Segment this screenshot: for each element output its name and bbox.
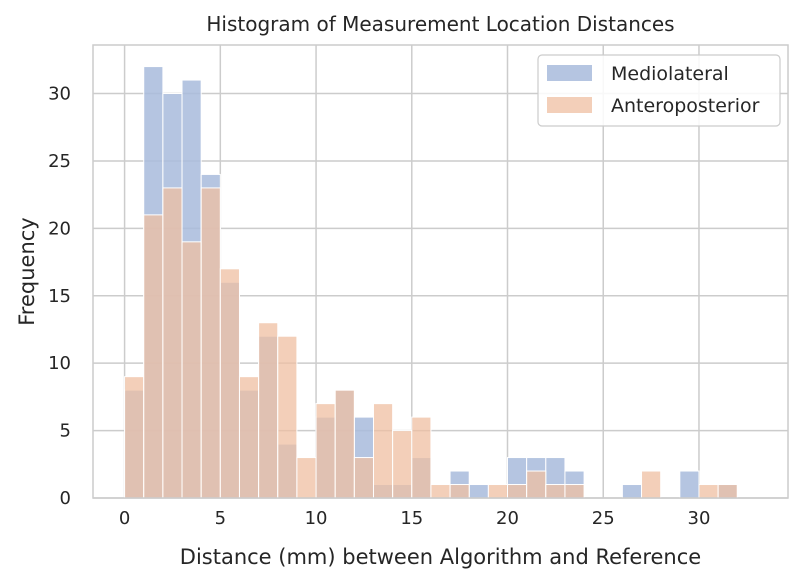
bar-anteroposterior <box>219 268 240 499</box>
legend-label-anteroposterior: Anteroposterior <box>611 95 760 117</box>
y-tick-label: 15 <box>48 286 71 307</box>
bar-anteroposterior <box>238 376 260 499</box>
y-tick-label: 20 <box>48 218 71 239</box>
y-tick-label: 5 <box>60 421 71 442</box>
bar-mediolateral <box>621 484 643 499</box>
x-axis-label: Distance (mm) between Algorithm and Refe… <box>180 545 701 569</box>
x-tick-label: 20 <box>496 508 519 529</box>
bar-anteroposterior <box>411 416 432 499</box>
bar-anteroposterior <box>162 187 183 499</box>
legend: Mediolateral Anteroposterior <box>537 54 781 127</box>
bar-anteroposterior <box>258 322 279 499</box>
bar-anteroposterior <box>124 376 145 499</box>
legend-swatch-mediolateral <box>547 65 592 81</box>
y-tick-labels: 0 5 10 15 20 25 30 <box>48 84 71 509</box>
x-tick-label: 15 <box>400 508 423 529</box>
chart-title: Histogram of Measurement Location Distan… <box>206 12 674 36</box>
x-tick-label: 5 <box>215 508 226 529</box>
y-tick-label: 0 <box>60 488 71 509</box>
bar-anteroposterior <box>564 484 585 499</box>
legend-swatch-anteroposterior <box>547 97 592 113</box>
x-tick-label: 25 <box>592 508 615 529</box>
bar-anteroposterior <box>545 484 566 499</box>
bar-mediolateral <box>468 484 489 499</box>
bar-anteroposterior <box>296 457 317 499</box>
bar-anteroposterior <box>200 187 221 499</box>
bar-anteroposterior <box>334 389 355 499</box>
x-tick-label: 30 <box>688 508 711 529</box>
y-tick-label: 10 <box>48 353 71 374</box>
y-tick-label: 25 <box>48 151 71 172</box>
bar-anteroposterior <box>526 470 547 499</box>
bar-anteroposterior <box>277 335 298 499</box>
bar-anteroposterior <box>487 484 509 499</box>
bar-anteroposterior <box>392 430 413 499</box>
x-tick-label: 0 <box>119 508 130 529</box>
bar-anteroposterior <box>717 484 738 499</box>
y-tick-label: 30 <box>48 84 71 105</box>
y-axis-label: Frequency <box>15 217 39 326</box>
legend-box <box>537 54 781 127</box>
plot-frame <box>92 44 789 499</box>
bar-anteroposterior <box>507 484 528 499</box>
bar-anteroposterior <box>641 470 662 499</box>
x-tick-labels: 0 5 10 15 20 25 30 <box>119 508 711 529</box>
bar-anteroposterior <box>143 214 164 499</box>
bar-anteroposterior <box>181 241 202 499</box>
bar-anteroposterior <box>449 484 470 499</box>
bar-anteroposterior <box>315 403 336 499</box>
legend-label-mediolateral: Mediolateral <box>611 63 729 85</box>
bar-anteroposterior <box>372 403 394 499</box>
bar-anteroposterior <box>698 484 719 499</box>
bar-mediolateral <box>679 470 700 499</box>
x-tick-label: 10 <box>305 508 328 529</box>
bar-anteroposterior <box>353 457 374 499</box>
bar-anteroposterior <box>430 484 451 499</box>
